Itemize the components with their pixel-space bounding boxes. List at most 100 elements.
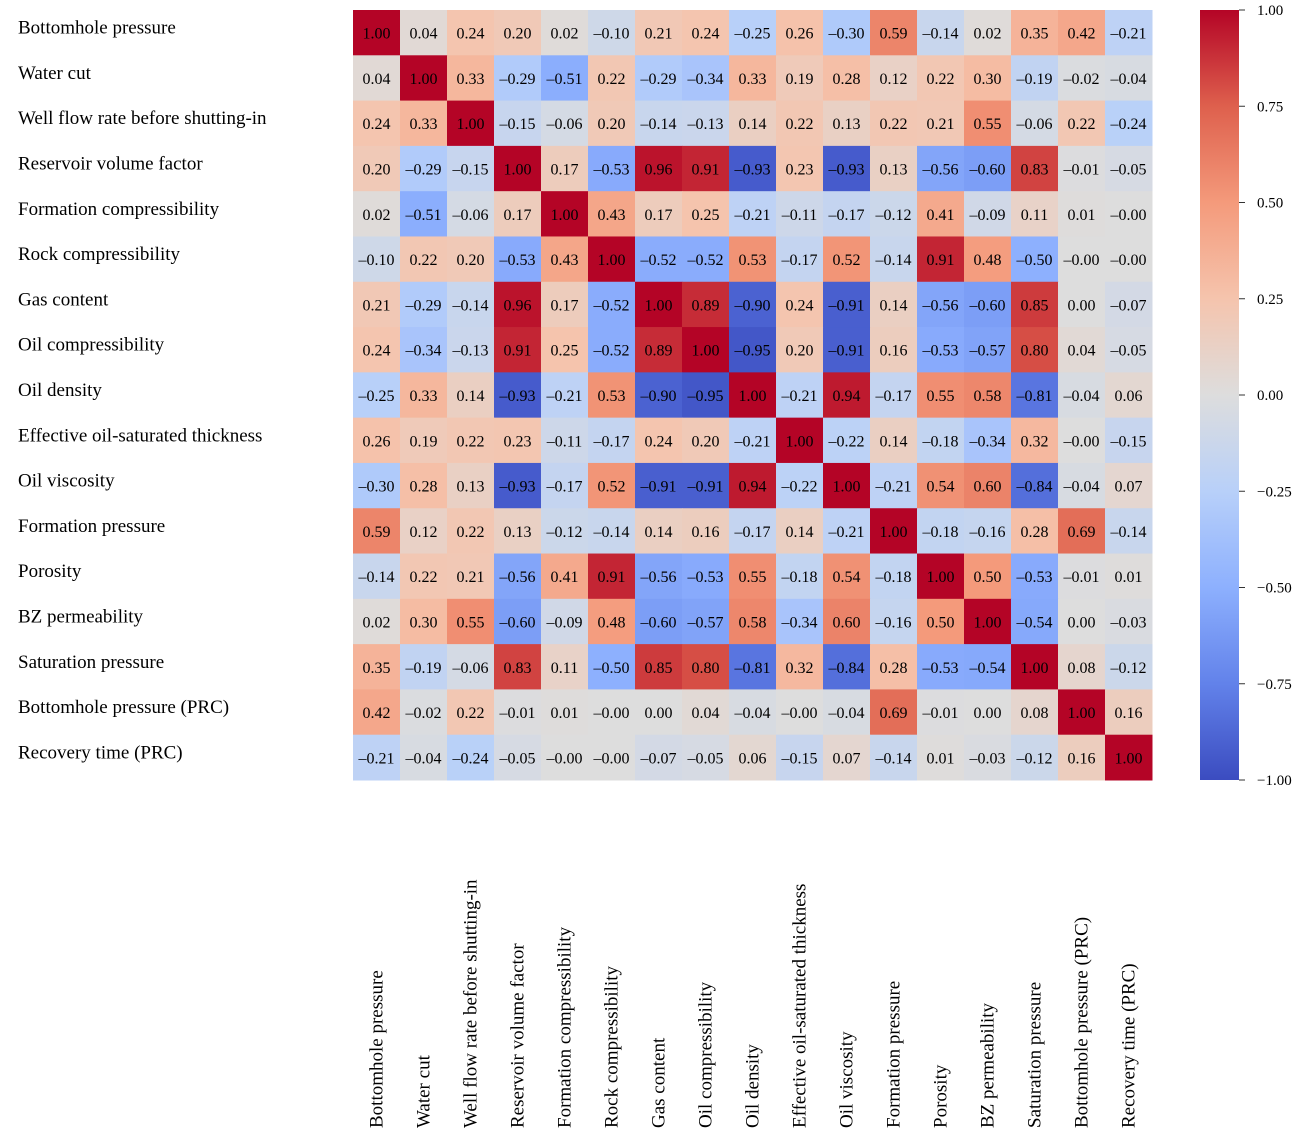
cell-value-label: 0.04 [410, 26, 438, 43]
cell-value-label: 0.22 [457, 705, 485, 722]
cell-value-label: –0.15 [452, 162, 489, 179]
heatmap-cell [588, 55, 636, 102]
cell-value-label: –0.30 [358, 479, 395, 496]
heatmap-cell [400, 236, 448, 283]
cell-value-label: 0.22 [786, 116, 814, 133]
y-tick-label: Oil viscosity [18, 471, 115, 492]
cell-value-label: –0.52 [593, 297, 630, 314]
heatmap-cell [917, 281, 965, 328]
cell-value-label: –0.50 [1016, 252, 1053, 269]
heatmap-cell [353, 508, 401, 555]
heatmap-cell [1105, 734, 1153, 781]
cell-value-label: 0.91 [692, 162, 720, 179]
heatmap-cell [1058, 55, 1106, 102]
heatmap-cell [494, 734, 542, 781]
x-tick-label: Bottomhole pressure [367, 970, 388, 1128]
heatmap-cell [729, 508, 777, 555]
cell-value-label: –0.17 [828, 207, 865, 224]
cell-value-label: –0.53 [922, 343, 959, 360]
cell-value-label: –0.10 [593, 26, 630, 43]
cell-value-label: –0.91 [828, 343, 865, 360]
heatmap-cell [776, 145, 824, 192]
x-tick-label: Water cut [414, 1054, 435, 1128]
cell-value-label: 0.54 [927, 479, 955, 496]
heatmap-cell [729, 462, 777, 509]
heatmap-cell [400, 644, 448, 690]
heatmap-cell [1058, 191, 1106, 237]
heatmap-cells [353, 10, 1153, 781]
heatmap-cell [964, 236, 1012, 283]
cell-value-label: 0.83 [504, 660, 532, 677]
heatmap-cell [400, 100, 448, 147]
heatmap-cell [917, 327, 965, 373]
cell-value-label: –0.03 [969, 750, 1006, 767]
heatmap-cell [400, 689, 448, 736]
cell-value-label: 0.02 [974, 26, 1002, 43]
cell-value-label: 0.94 [833, 388, 861, 405]
heatmap-cell [729, 100, 777, 147]
heatmap-cell [870, 689, 918, 736]
cell-value-label: 1.00 [927, 569, 955, 586]
cell-value-label: –0.04 [405, 750, 442, 767]
cell-value-label: –0.07 [1110, 297, 1147, 314]
cell-value-label: 0.06 [1115, 388, 1143, 405]
heatmap-cell [682, 508, 730, 555]
y-tick-label: Oil compressibility [18, 335, 165, 356]
cell-value-label: 0.20 [598, 116, 626, 133]
heatmap-cell [917, 55, 965, 102]
cell-value-label: 0.55 [739, 569, 767, 586]
cell-value-label: –0.34 [781, 614, 818, 631]
heatmap-cell [541, 10, 589, 56]
heatmap-cell [823, 55, 871, 102]
cell-value-label: –0.60 [969, 297, 1006, 314]
heatmap-cell [870, 734, 918, 781]
cell-value-label: –0.12 [546, 524, 583, 541]
heatmap-cell [447, 191, 495, 237]
cell-value-label: –0.17 [875, 388, 912, 405]
cell-value-label: –0.06 [1016, 116, 1053, 133]
cell-value-label: –0.18 [781, 569, 818, 586]
cell-value-label: 0.20 [457, 252, 485, 269]
cell-value-label: 0.00 [1068, 297, 1096, 314]
heatmap-cell [964, 689, 1012, 736]
heatmap-cell [917, 145, 965, 192]
cell-value-label: –0.93 [734, 162, 771, 179]
heatmap-cell [400, 553, 448, 600]
heatmap-cell [447, 100, 495, 147]
cell-value-label: 0.24 [363, 343, 391, 360]
cell-value-label: 1.00 [598, 252, 626, 269]
heatmap-cell [447, 281, 495, 328]
cell-value-label: –0.54 [1016, 614, 1053, 631]
heatmap-cell [682, 417, 730, 464]
heatmap-cell [1105, 281, 1153, 328]
heatmap-cell [917, 598, 965, 645]
heatmap-cell [870, 372, 918, 419]
heatmap-cell [588, 100, 636, 147]
cell-value-label: 0.17 [551, 162, 579, 179]
cell-value-label: 0.42 [363, 705, 391, 722]
cell-value-label: –0.95 [687, 388, 724, 405]
cell-value-label: 0.58 [974, 388, 1002, 405]
x-tick-label: Recovery time (PRC) [1119, 963, 1140, 1128]
heatmap-cell [1058, 553, 1106, 600]
heatmap-cell [823, 145, 871, 192]
heatmap-cell [588, 508, 636, 555]
cell-value-label: –0.14 [358, 569, 395, 586]
cell-value-label: 0.52 [833, 252, 861, 269]
heatmap-cell [729, 10, 777, 56]
cell-value-label: 0.00 [974, 705, 1002, 722]
cell-value-label: 0.22 [410, 252, 438, 269]
cell-value-label: –0.21 [875, 479, 912, 496]
heatmap-cell [823, 553, 871, 600]
cell-value-label: 0.01 [1115, 569, 1143, 586]
cell-value-label: –0.06 [452, 207, 489, 224]
cell-value-label: 0.22 [927, 71, 955, 88]
heatmap-cell [447, 236, 495, 283]
heatmap-cell [635, 372, 683, 419]
cell-value-label: –0.60 [640, 614, 677, 631]
heatmap-cell [494, 372, 542, 419]
cell-value-label: –0.34 [405, 343, 442, 360]
cell-value-label: –0.19 [1016, 71, 1053, 88]
heatmap-cell-labels: 1.00 0.04 0.24 0.20 0.02 –0.10 0.21 0.24 –0.25 0.… [358, 26, 1147, 768]
